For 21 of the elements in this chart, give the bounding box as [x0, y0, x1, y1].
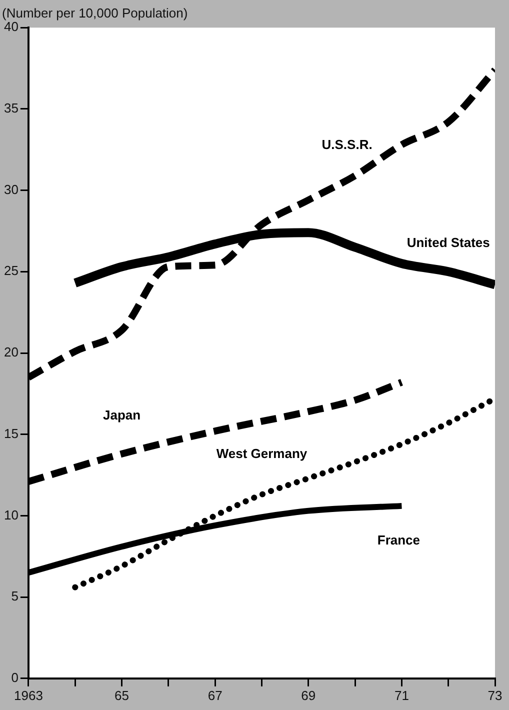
y-axis-title: (Number per 10,000 Population)	[2, 5, 188, 20]
y-tick-label: 5	[11, 588, 18, 604]
y-tick-label: 25	[4, 263, 18, 278]
x-tick-label: 69	[301, 688, 316, 703]
y-tick-label: 0	[11, 670, 18, 685]
x-tick-label: 71	[394, 688, 409, 703]
y-tick-label: 10	[4, 507, 18, 522]
series-label: United States	[406, 235, 490, 250]
x-tick-label: 73	[488, 688, 502, 703]
series-label: West Germany	[216, 446, 308, 462]
y-tick-label: 20	[4, 344, 18, 360]
x-tick-label: 67	[208, 688, 222, 703]
x-tick-label: 65	[114, 688, 129, 703]
series-label: France	[377, 532, 420, 548]
y-tick-label: 30	[4, 182, 18, 197]
y-tick-label: 35	[4, 100, 18, 116]
x-tick-label: 1963	[14, 688, 43, 703]
series-label: Japan	[102, 407, 141, 422]
series-label: U.S.S.R.	[322, 137, 372, 152]
y-tick-label: 40	[4, 19, 18, 34]
y-tick-label: 15	[4, 426, 18, 441]
